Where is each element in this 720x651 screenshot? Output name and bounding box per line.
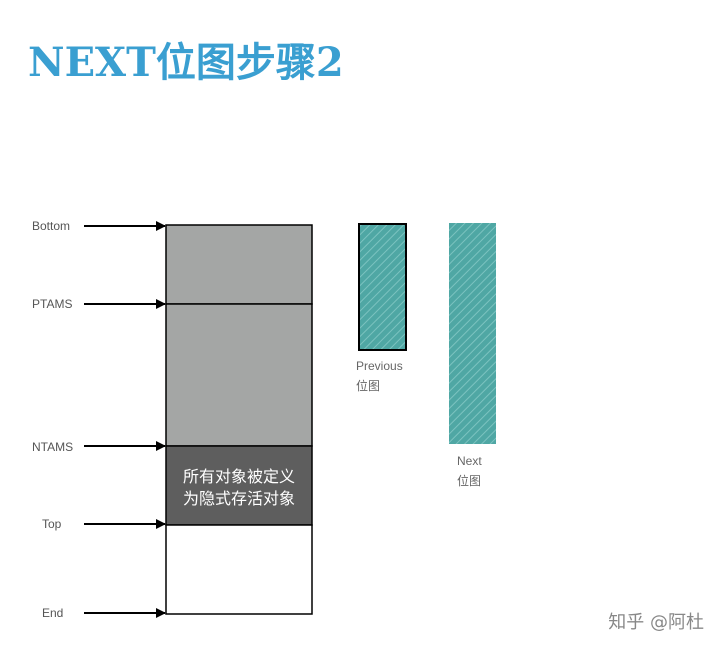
label-end: End [42,606,64,620]
page-title: NEXT位图步骤2 [28,39,344,86]
next-caption-line2: 位图 [457,474,482,488]
region-top-end [165,524,313,615]
live-objects-text: 所有对象被定义 为隐式存活对象 [166,466,312,510]
previous-bitmap [358,223,407,351]
label-top: Top [42,517,62,531]
label-bottom: Bottom [32,219,71,233]
region-bottom-ptams [165,224,313,305]
label-ptams: PTAMS [32,297,73,311]
label-ntams: NTAMS [32,440,74,454]
previous-caption-line2: 位图 [356,379,381,393]
live-objects-line1: 所有对象被定义 [182,467,295,486]
previous-caption-line1: Previous [356,359,403,373]
next-bitmap-caption: Next 位图 [457,451,482,491]
region-ntams-top [165,445,313,526]
watermark: 知乎 @阿杜 [608,612,704,633]
next-caption-line1: Next [457,454,482,468]
region-ptams-ntams [165,303,313,447]
previous-bitmap-caption: Previous 位图 [356,356,403,396]
next-bitmap [449,223,496,444]
live-objects-line2: 为隐式存活对象 [182,489,295,508]
